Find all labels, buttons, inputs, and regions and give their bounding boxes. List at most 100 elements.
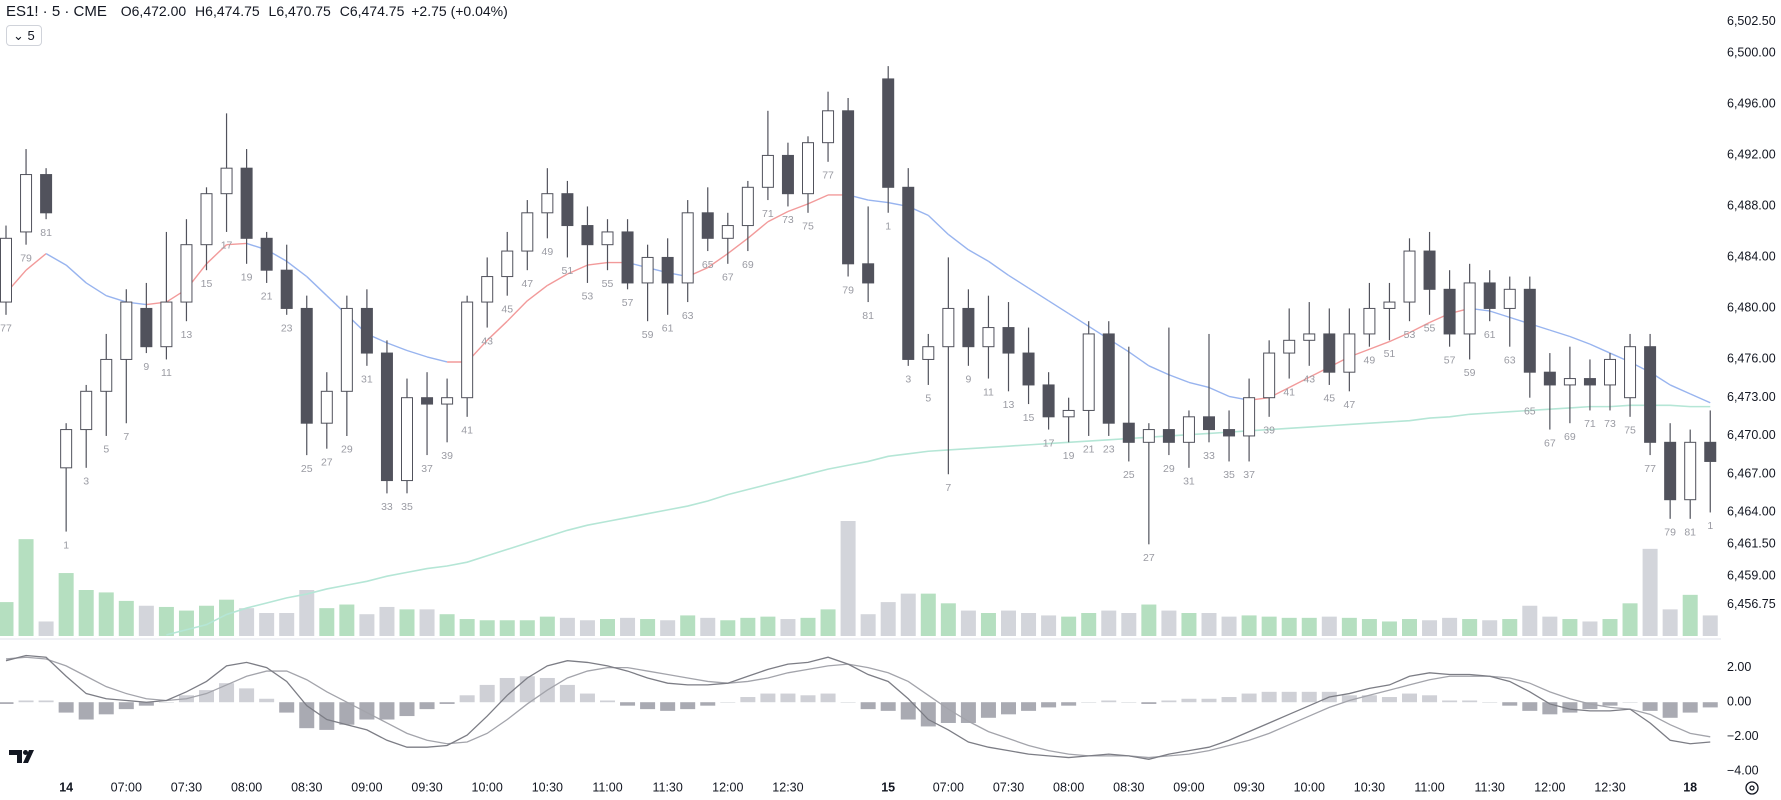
candle-body xyxy=(701,212,714,239)
x-tick-label: 07:30 xyxy=(993,780,1024,794)
x-tick-label: 10:00 xyxy=(1294,780,1325,794)
volume-bar xyxy=(680,615,696,636)
bar-number: 79 xyxy=(1664,527,1676,539)
volume-bar xyxy=(98,592,114,636)
candle-body xyxy=(180,244,193,303)
bar-number: 53 xyxy=(582,291,594,303)
macd-histogram-bar xyxy=(559,684,575,703)
ma-fast-segment xyxy=(1028,287,1049,302)
x-tick-label: 09:30 xyxy=(1233,780,1264,794)
volume-bar xyxy=(1482,620,1498,636)
macd-histogram-bar xyxy=(199,690,214,703)
y-tick-label: 0.00 xyxy=(1727,695,1751,709)
macd-histogram-bar xyxy=(1261,691,1277,703)
candle-body xyxy=(842,110,855,265)
y-tick-label: 6,473.00 xyxy=(1727,390,1776,404)
x-tick-label: 11:00 xyxy=(592,780,622,794)
x-tick-label: 08:30 xyxy=(1113,780,1144,794)
ma-fast-segment xyxy=(947,233,969,251)
macd-histogram-bar xyxy=(1341,695,1357,703)
x-tick-label: 09:00 xyxy=(351,780,382,794)
macd-histogram-bar xyxy=(1702,702,1718,708)
macd-histogram-bar xyxy=(1201,698,1217,703)
volume-bar xyxy=(1642,548,1658,636)
volume-bar xyxy=(1281,617,1297,636)
bar-number: 47 xyxy=(521,278,533,290)
candle-body xyxy=(380,352,393,482)
candle-body xyxy=(1062,409,1075,418)
candle-body xyxy=(1243,397,1256,437)
macd-histogram-bar xyxy=(1381,697,1397,703)
ma-fast-segment xyxy=(406,349,428,358)
bar-number: 31 xyxy=(361,374,373,386)
ma-fast-segment xyxy=(1128,351,1150,367)
macd-histogram-bar xyxy=(579,693,595,703)
volume-bar xyxy=(1061,616,1077,636)
candle-body xyxy=(601,231,614,246)
x-tick-label: 11:30 xyxy=(1475,780,1505,794)
macd-histogram-bar xyxy=(1041,702,1057,708)
candle-body xyxy=(822,110,835,144)
volume-bar xyxy=(1261,616,1277,636)
volume-bar xyxy=(18,539,34,636)
macd-histogram-bar xyxy=(800,695,816,703)
y-tick-label: 6,456.75 xyxy=(1727,597,1776,611)
volume-bar xyxy=(920,593,936,636)
macd-histogram-bar xyxy=(1622,702,1638,703)
volume-bar xyxy=(1041,615,1057,636)
settings-button[interactable] xyxy=(1745,781,1759,795)
candle-body xyxy=(1182,416,1195,443)
y-tick-label: 6,484.00 xyxy=(1727,250,1776,264)
y-tick-label: −2.00 xyxy=(1727,729,1759,743)
volume-bar xyxy=(319,608,335,636)
candle-body xyxy=(100,358,113,392)
bar-number: 1 xyxy=(63,539,69,551)
volume-bar xyxy=(299,590,315,636)
bar-number: 75 xyxy=(802,221,814,233)
candle-body xyxy=(360,307,373,354)
macd-histogram-bar xyxy=(339,702,355,725)
macd-histogram-bar xyxy=(1081,702,1097,703)
candle-body xyxy=(401,397,413,482)
bar-number: 5 xyxy=(925,393,931,405)
candle-body xyxy=(1403,250,1416,303)
volume-bar xyxy=(279,613,295,636)
bar-number: 63 xyxy=(1504,354,1516,366)
macd-histogram-bar xyxy=(58,702,74,713)
y-tick-label: 2.00 xyxy=(1727,660,1751,674)
macd-histogram-bar xyxy=(1442,700,1458,703)
ma-fast-segment xyxy=(106,295,127,303)
x-tick-label: 18 xyxy=(1683,780,1697,794)
ohlc-value: 6,474.75 xyxy=(205,3,260,19)
candle-body xyxy=(1323,333,1336,373)
bar-number: 3 xyxy=(83,476,89,488)
bar-number: 19 xyxy=(1063,450,1075,462)
macd-histogram-bar xyxy=(1061,702,1077,706)
volume-bar xyxy=(1101,610,1117,636)
volume-bar xyxy=(1502,619,1518,636)
interval-button[interactable]: ⌄ 5 xyxy=(6,25,42,46)
ma-fast-segment xyxy=(1288,376,1310,389)
macd-histogram-bar xyxy=(1141,702,1157,704)
volume-bar xyxy=(1562,619,1578,636)
candle-body xyxy=(1363,307,1376,335)
symbol[interactable]: ES1! · 5 · CME xyxy=(6,3,107,20)
x-tick-label: 07:00 xyxy=(933,780,964,794)
volume-bar xyxy=(539,616,555,636)
volume-bar xyxy=(339,604,355,636)
macd-histogram-bar xyxy=(940,702,956,723)
candle-body xyxy=(541,193,554,214)
candle-body xyxy=(781,154,794,195)
ma-fast-segment xyxy=(927,214,949,235)
volume-bar xyxy=(259,613,275,636)
volume-bar xyxy=(1622,603,1638,636)
candle-body xyxy=(40,174,53,214)
macd-histogram-bar xyxy=(920,702,936,727)
bar-number: 27 xyxy=(1143,552,1155,564)
macd-histogram-bar xyxy=(1502,702,1518,706)
x-tick-label: 15 xyxy=(881,780,895,794)
x-tick-label: 08:30 xyxy=(291,780,322,794)
macd-histogram-bar xyxy=(1281,691,1297,703)
candle-body xyxy=(1704,441,1717,462)
